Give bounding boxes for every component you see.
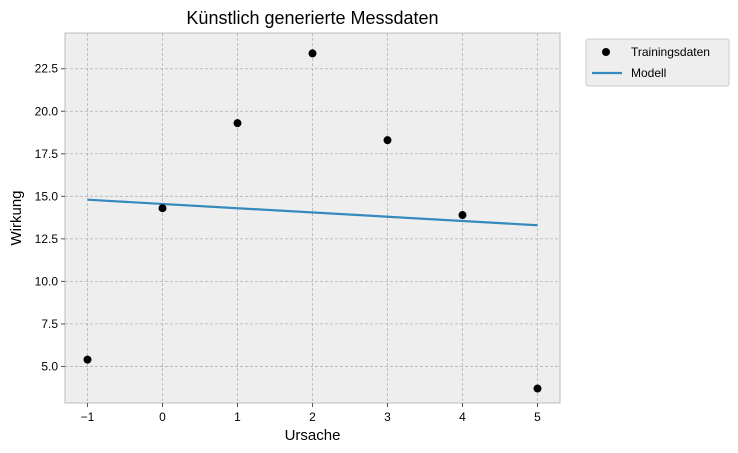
y-axis-label: Wirkung	[8, 190, 25, 245]
training-data-point	[158, 204, 167, 213]
x-tick-label: 1	[234, 410, 241, 424]
y-tick-label: 5.0	[41, 359, 58, 373]
y-tick-label: 15.0	[35, 189, 59, 203]
legend: Trainingsdaten Modell	[585, 38, 730, 87]
x-tick-label: 5	[534, 410, 541, 424]
x-tick-label: 4	[459, 410, 466, 424]
training-data-point	[233, 119, 242, 128]
chart-title: Künstlich generierte Messdaten	[186, 8, 438, 28]
legend-entry: Trainingsdaten	[631, 45, 710, 59]
y-tick-label: 10.0	[35, 274, 59, 288]
x-tick-label: 3	[384, 410, 391, 424]
training-data-point	[308, 49, 317, 58]
training-data-point	[83, 355, 92, 364]
training-data-point	[533, 384, 542, 393]
y-tick-label: 22.5	[35, 62, 59, 76]
y-tick-label: 7.5	[41, 317, 58, 331]
legend-box	[585, 38, 730, 87]
y-tick-label: 17.5	[35, 147, 59, 161]
x-tick-label: 0	[159, 410, 166, 424]
training-data-point	[383, 136, 392, 145]
legend-scatter-marker	[602, 48, 610, 56]
x-axis-label: Ursache	[285, 427, 341, 444]
legend-entry: Modell	[631, 66, 666, 80]
training-data-point	[458, 211, 467, 220]
grid	[65, 33, 560, 403]
x-tick-label: −1	[81, 410, 95, 424]
x-tick-label: 2	[309, 410, 316, 424]
axis-ticks: −1 0 1 2 3 4 5 5.0 7.5 10.0 12.5 15.0 17.5 20.0 22.5	[35, 62, 542, 424]
model-line	[87, 198, 538, 227]
plot-marks	[83, 49, 542, 393]
y-tick-label: 12.5	[35, 232, 59, 246]
y-tick-label: 20.0	[35, 104, 59, 118]
